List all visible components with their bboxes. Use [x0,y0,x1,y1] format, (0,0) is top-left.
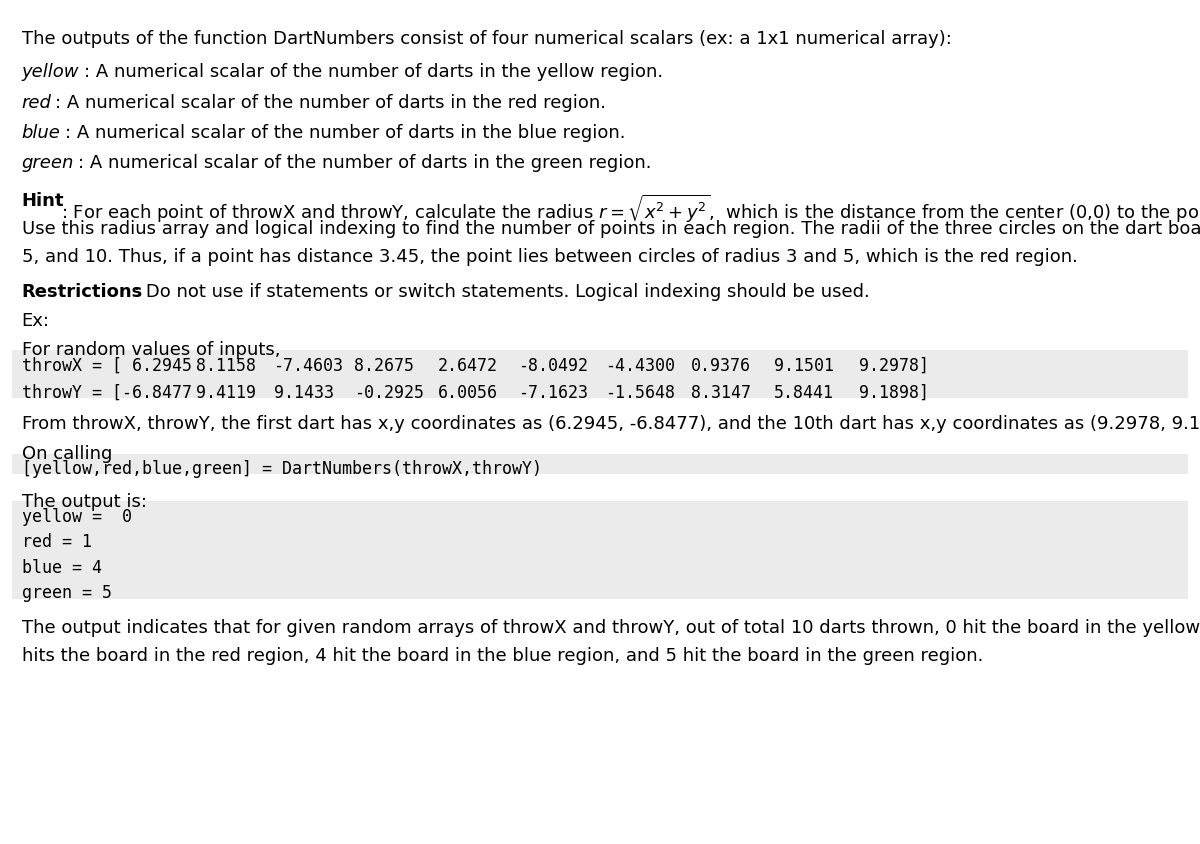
Text: 9.1501: 9.1501 [774,357,834,375]
Text: : For each point of throwX and throwY, calculate the radius $r = \sqrt{x^2 + y^2: : For each point of throwX and throwY, c… [61,192,1200,225]
Text: The outputs of the function DartNumbers consist of four numerical scalars (ex: a: The outputs of the function DartNumbers … [22,30,952,48]
Text: 5.8441: 5.8441 [774,384,834,402]
Text: 9.1433: 9.1433 [274,384,334,402]
Text: throwX = [ 6.2945: throwX = [ 6.2945 [22,357,192,375]
Text: 8.2675: 8.2675 [354,357,414,375]
Text: : A numerical scalar of the number of darts in the blue region.: : A numerical scalar of the number of da… [65,124,625,142]
Text: : Do not use if statements or switch statements. Logical indexing should be used: : Do not use if statements or switch sta… [134,283,870,300]
Text: Use this radius array and logical indexing to find the number of points in each : Use this radius array and logical indexi… [22,220,1200,238]
Text: 8.1158: 8.1158 [196,357,256,375]
Text: -1.5648: -1.5648 [605,384,674,402]
Text: : A numerical scalar of the number of darts in the yellow region.: : A numerical scalar of the number of da… [84,63,664,81]
Text: 9.1898]: 9.1898] [859,384,929,402]
Text: red = 1: red = 1 [22,533,91,551]
Text: -7.4603: -7.4603 [274,357,343,375]
Text: blue: blue [22,124,60,142]
Text: 8.3147: 8.3147 [691,384,751,402]
Text: : A numerical scalar of the number of darts in the green region.: : A numerical scalar of the number of da… [78,154,652,172]
Text: The output indicates that for given random arrays of throwX and throwY, out of t: The output indicates that for given rand… [22,619,1200,637]
Text: Ex:: Ex: [22,312,49,330]
Text: green = 5: green = 5 [22,584,112,602]
Text: yellow =  0: yellow = 0 [22,508,132,526]
Text: 9.4119: 9.4119 [196,384,256,402]
Text: 0.9376: 0.9376 [691,357,751,375]
Text: hits the board in the red region, 4 hit the board in the blue region, and 5 hit : hits the board in the red region, 4 hit … [22,647,983,664]
Text: Hint: Hint [22,192,64,210]
Text: -0.2925: -0.2925 [354,384,424,402]
Text: For random values of inputs,: For random values of inputs, [22,341,280,359]
FancyBboxPatch shape [12,501,1188,599]
Text: From throwX, throwY, the first dart has x,y coordinates as (6.2945, -6.8477), an: From throwX, throwY, the first dart has … [22,415,1200,433]
Text: blue = 4: blue = 4 [22,559,102,576]
Text: green: green [22,154,74,172]
Text: 6.0056: 6.0056 [438,384,498,402]
Text: throwY = [-6.8477: throwY = [-6.8477 [22,384,192,402]
Text: [yellow,red,blue,green] = DartNumbers(throwX,throwY): [yellow,red,blue,green] = DartNumbers(th… [22,460,541,478]
Text: -7.1623: -7.1623 [518,384,588,402]
Text: 9.2978]: 9.2978] [859,357,929,375]
Text: 2.6472: 2.6472 [438,357,498,375]
Text: -4.4300: -4.4300 [605,357,674,375]
Text: yellow: yellow [22,63,79,81]
Text: Restrictions: Restrictions [22,283,143,300]
FancyBboxPatch shape [12,454,1188,474]
Text: On calling: On calling [22,445,112,463]
Text: : A numerical scalar of the number of darts in the red region.: : A numerical scalar of the number of da… [55,94,606,111]
Text: 5, and 10. Thus, if a point has distance 3.45, the point lies between circles of: 5, and 10. Thus, if a point has distance… [22,248,1078,266]
FancyBboxPatch shape [12,350,1188,398]
Text: The output is:: The output is: [22,493,146,511]
Text: -8.0492: -8.0492 [518,357,588,375]
Text: red: red [22,94,52,111]
